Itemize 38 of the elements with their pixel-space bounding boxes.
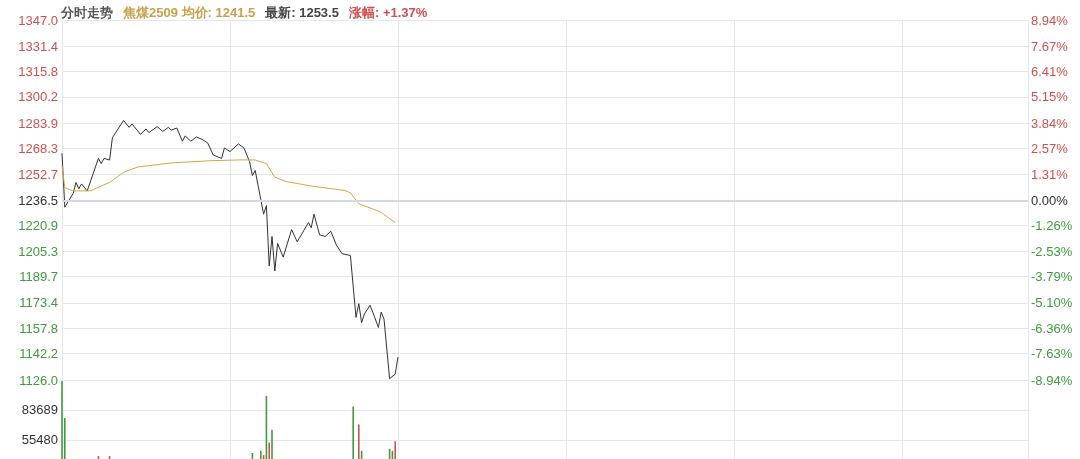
y2-tick-label: -2.53% (1031, 243, 1073, 259)
y2-tick-label: -6.36% (1031, 320, 1073, 336)
y-tick-label: 55480 (21, 432, 58, 448)
text: 焦煤2509 均价: 1241.5 (122, 4, 256, 20)
line-series (61, 159, 396, 224)
y2-tick-label: 6.41% (1031, 64, 1069, 80)
y-tick-label: 1300.2 (18, 89, 58, 105)
y-tick-label: 1173.4 (19, 295, 58, 311)
y-tick-label: 1283.9 (18, 115, 58, 131)
y2-tick-label: -1.26% (1031, 218, 1073, 234)
y-tick-label: 1252.7 (18, 166, 58, 182)
y2-tick-label: 0.00% (1031, 192, 1069, 208)
y2-tick-label: 5.15% (1031, 89, 1069, 105)
y-tick-label: 1268.3 (18, 141, 58, 157)
y2-tick-label: -5.10% (1031, 295, 1073, 311)
y2-tick-label: 2.57% (1031, 141, 1069, 157)
y2-tick-label: 8.94% (1031, 13, 1069, 29)
y2-tick-label: -3.79% (1031, 269, 1073, 285)
line-series (61, 120, 399, 380)
y-tick-label: 83689 (21, 402, 58, 418)
y2-tick-label: 3.84% (1031, 115, 1069, 131)
y2-tick-label: -8.94% (1031, 372, 1073, 388)
chart-title: 分时走势 (60, 4, 113, 20)
y-tick-label: 1220.9 (18, 218, 58, 234)
y-tick-label: 1157.8 (19, 320, 58, 336)
y-tick-label: 1205.3 (18, 243, 58, 259)
y-tick-label: 1126.0 (19, 372, 58, 388)
text: 涨幅: +1.37% (347, 4, 428, 20)
y-tick-label: 1142.2 (19, 346, 58, 362)
text: 最新: 1253.5 (264, 4, 339, 20)
y2-tick-label: -7.63% (1031, 346, 1073, 362)
y2-tick-label: 1.31% (1031, 166, 1069, 182)
y-tick-label: 1331.4 (18, 38, 58, 54)
y-tick-label: 1315.8 (18, 63, 58, 79)
y-tick-label: 1236.5 (18, 192, 58, 208)
y-tick-label: 1189.7 (19, 268, 58, 284)
y-tick-label: 1347.0 (18, 13, 58, 29)
y2-tick-label: 7.67% (1031, 38, 1069, 54)
